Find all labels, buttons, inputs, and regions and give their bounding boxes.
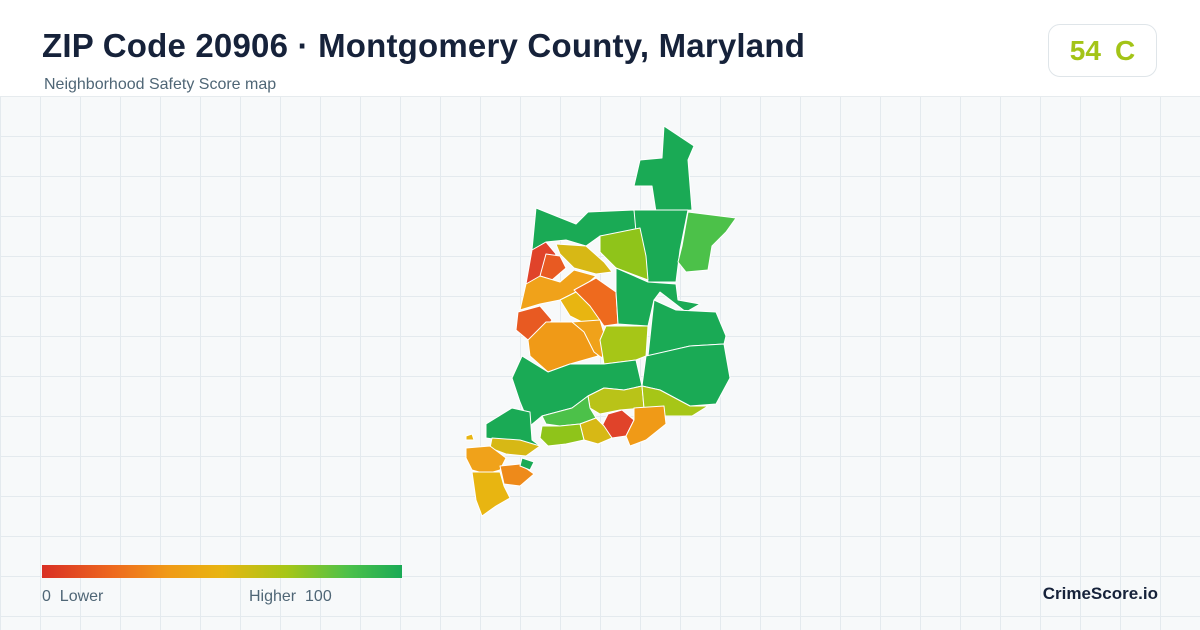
region-sw-yellow-b[interactable] (471, 471, 511, 517)
region-sw-green-b[interactable] (519, 457, 535, 471)
score-grade: C (1114, 34, 1136, 66)
brand-logo[interactable]: CrimeScore.io (1042, 584, 1158, 603)
page-subtitle: Neighborhood Safety Score map (44, 76, 277, 93)
region-nw-red-b[interactable] (539, 253, 567, 281)
region-nw-yellow[interactable] (555, 243, 613, 275)
legend-low-value: 0 (42, 588, 51, 605)
legend-high-label: Higher 100 (249, 588, 332, 606)
region-sw-islet (465, 433, 475, 441)
legend-low-label: 0 Lower (42, 588, 103, 606)
score-badge: 54 C (1048, 24, 1157, 77)
region-northeast[interactable] (677, 211, 737, 273)
region-north-lime[interactable] (599, 227, 649, 281)
region-mid-orange[interactable] (527, 321, 599, 373)
region-east-green[interactable] (615, 267, 701, 327)
legend-color-scale (42, 565, 402, 578)
header-bar: ZIP Code 20906 · Montgomery County, Mary… (0, 0, 1200, 97)
legend-low-text: Lower (59, 588, 104, 605)
region-south-orange[interactable] (625, 405, 667, 447)
legend-high-text: Higher (249, 588, 297, 605)
region-sw-orange-b[interactable] (499, 463, 535, 487)
map-grid-background (0, 96, 1200, 630)
score-value: 54 (1069, 34, 1101, 66)
region-mid-lime[interactable] (599, 325, 649, 365)
region-mid-orange-b[interactable] (571, 319, 607, 359)
legend-high-value: 100 (305, 588, 332, 605)
page-title: ZIP Code 20906 · Montgomery County, Mary… (42, 27, 806, 64)
region-south-lime-c[interactable] (539, 423, 585, 447)
region-north-tip[interactable] (633, 125, 695, 213)
